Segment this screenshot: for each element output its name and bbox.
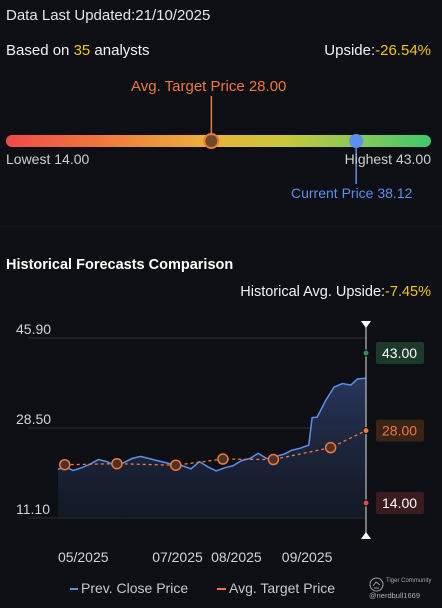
right-marker-dot (362, 499, 370, 507)
right-label-text: 28.00 (382, 423, 417, 439)
community-name: Tiger Community (386, 578, 432, 584)
avg-target-point (170, 459, 182, 471)
current-price-connector-wrap (355, 148, 357, 184)
legend-prev-close-label: Prev. Close Price (81, 580, 189, 596)
avg-target-point (267, 453, 280, 466)
historical-forecast-chart[interactable]: 45.90 28.50 11.10 43.00 28.00 14.00 05/2025 07/… (0, 300, 442, 575)
analyst-count-text: Based on 35 analysts (6, 42, 149, 59)
upside-label: Upside: (324, 42, 376, 59)
right-marker-dot (362, 349, 370, 357)
cursor-bottom-arrow (361, 532, 371, 539)
right-label-text: 14.00 (382, 495, 417, 511)
legend-line-icon (70, 588, 78, 591)
close-price-line (57, 377, 367, 472)
cursor-top-arrow (361, 321, 371, 328)
right-label-text: 43.00 (382, 345, 417, 361)
y-tick-label: 28.50 (16, 411, 51, 427)
historical-upside-value: -7.45% (385, 284, 431, 300)
right-label-box (376, 492, 424, 514)
highest-label: Highest 43.00 (344, 151, 431, 167)
data-updated-text: Data Last Updated:21/10/2025 (6, 7, 210, 24)
price-range-gauge (6, 96, 431, 149)
avg-target-point (58, 458, 71, 471)
avg-target-marker (203, 133, 220, 149)
historical-upside-text: Historical Avg. Upside:-7.45% (240, 284, 431, 300)
x-tick-label: 07/2025 (152, 549, 203, 565)
based-on-suffix: analysts (90, 42, 150, 59)
y-tick-label: 11.10 (16, 501, 50, 517)
legend-dashed-line-icon (217, 588, 226, 591)
x-tick-label: 05/2025 (58, 549, 109, 565)
updated-label: Data Last Updated: (6, 7, 136, 24)
upside-value: -26.54% (375, 42, 431, 59)
section-divider (0, 226, 442, 227)
legend-avg-target-label: Avg. Target Price (229, 580, 336, 596)
updated-date: 21/10/2025 (135, 7, 211, 24)
right-marker-dot (362, 427, 370, 435)
avg-target-label: Avg. Target Price 28.00 (131, 78, 287, 95)
upside-text: Upside:-26.54% (324, 42, 431, 59)
right-label-box (376, 342, 424, 364)
historical-title: Historical Forecasts Comparison (6, 257, 234, 273)
close-price-area (58, 378, 366, 518)
avg-target-point (217, 453, 229, 465)
analyst-count: 35 (73, 42, 91, 59)
based-on-prefix: Based on (6, 42, 74, 59)
avg-target-point (111, 457, 123, 470)
current-price-label: Current Price 38.12 (291, 185, 413, 201)
x-tick-label: 08/2025 (211, 549, 262, 565)
historical-upside-label: Historical Avg. Upside: (240, 284, 386, 300)
right-label-box (376, 419, 424, 442)
avg-target-point (324, 441, 337, 454)
current-price-marker (349, 134, 364, 148)
y-tick-label: 45.90 (16, 321, 51, 337)
legend-prev-close[interactable]: Prev. Close Price (70, 580, 188, 596)
user-handle: @nerdbull1669 (369, 591, 420, 600)
x-tick-label: 09/2025 (282, 549, 333, 565)
tiger-logo-icon (369, 577, 384, 592)
lowest-label: Lowest 14.00 (6, 151, 90, 167)
legend-avg-target[interactable]: Avg. Target Price (217, 580, 335, 596)
